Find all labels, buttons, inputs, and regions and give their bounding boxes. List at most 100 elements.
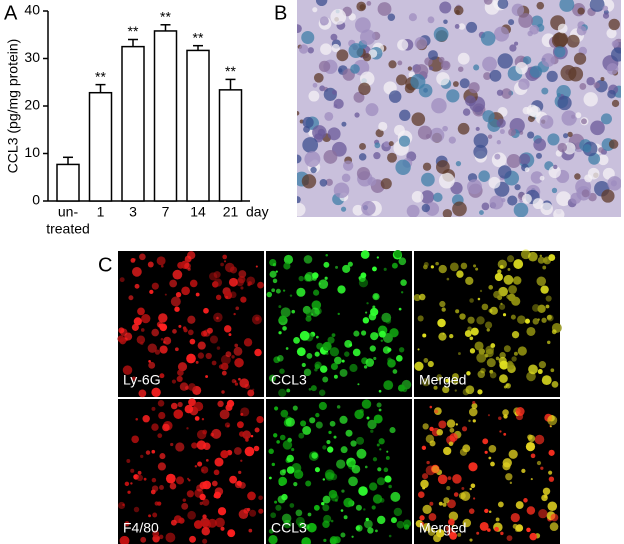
cell-dot <box>272 263 277 267</box>
texture-dot <box>568 66 584 82</box>
cell-dot <box>373 356 377 361</box>
cell-dot <box>173 409 184 419</box>
cell-dot <box>272 278 278 284</box>
cell-dot <box>448 441 454 447</box>
cell-dot <box>497 501 504 508</box>
cell-dot <box>160 337 164 341</box>
cell-dot <box>349 363 358 373</box>
texture-dot <box>359 142 366 150</box>
texture-dot <box>323 149 338 164</box>
cell-dot <box>415 519 424 528</box>
cell-dot <box>119 535 130 544</box>
cell-dot <box>503 432 507 436</box>
cell-dot <box>419 515 425 521</box>
cell-dot <box>466 371 471 376</box>
cell-dot <box>517 346 527 356</box>
cell-dot <box>547 415 558 426</box>
cell-dot <box>462 518 472 528</box>
cell-dot <box>187 510 196 520</box>
texture-dot <box>563 133 569 139</box>
cell-dot <box>220 262 224 267</box>
cell-dot <box>537 369 543 375</box>
texture-dot <box>539 175 545 181</box>
cell-dot <box>538 509 548 519</box>
texture-dot <box>590 120 605 136</box>
cell-dot <box>488 445 497 453</box>
cell-dot <box>427 360 434 368</box>
cell-dot <box>453 379 459 385</box>
texture-dot <box>383 141 390 148</box>
texture-dot <box>380 178 392 190</box>
cell-dot <box>470 483 476 489</box>
cell-dot <box>140 536 147 543</box>
cell-dot <box>376 256 379 259</box>
cell-dot <box>438 264 447 274</box>
cell-dot <box>512 276 522 285</box>
cell-dot <box>214 457 224 467</box>
cell-dot <box>358 486 368 496</box>
cell-dot <box>187 315 196 324</box>
cell-dot <box>224 422 231 428</box>
cell-dot <box>488 510 492 513</box>
cell-dot <box>369 482 378 491</box>
cell-dot <box>300 420 307 427</box>
cell-dot <box>172 329 177 334</box>
cell-dot <box>201 526 211 536</box>
cell-dot <box>422 333 427 338</box>
cell-dot <box>422 504 432 515</box>
cell-dot <box>298 432 305 439</box>
texture-dot <box>341 121 347 127</box>
texture-dot <box>601 189 615 203</box>
cell-dot <box>187 329 194 336</box>
bar <box>153 30 178 202</box>
cell-dot <box>356 448 367 459</box>
cell-dot <box>269 476 272 480</box>
cell-dot <box>154 501 159 506</box>
cell-dot <box>325 351 329 356</box>
cell-dot <box>499 430 502 433</box>
cell-dot <box>422 523 431 532</box>
cell-dot <box>203 307 209 314</box>
cell-dot <box>215 517 225 528</box>
cell-dot <box>545 295 552 302</box>
cell-dot <box>227 530 233 537</box>
texture-dot <box>577 7 585 15</box>
texture-dot <box>454 24 460 29</box>
cell-dot <box>280 307 291 318</box>
cell-dot <box>350 460 356 465</box>
cell-dot <box>370 332 379 341</box>
cell-dot <box>340 509 344 512</box>
texture-dot <box>487 134 493 139</box>
cell-dot <box>551 329 557 335</box>
texture-dot <box>584 174 593 183</box>
cell-dot <box>201 469 205 472</box>
texture-dot <box>553 208 565 217</box>
cell-dot <box>275 504 282 511</box>
texture-dot <box>602 5 609 12</box>
texture-dot <box>459 78 470 89</box>
texture-dot <box>593 82 600 89</box>
cell-dot <box>182 498 187 502</box>
cell-dot <box>479 521 489 531</box>
texture-dot <box>358 82 371 96</box>
texture-dot <box>509 44 517 52</box>
cell-dot <box>390 491 401 502</box>
cell-dot <box>382 346 391 354</box>
cell-dot <box>459 448 468 456</box>
cell-dot <box>141 313 151 324</box>
texture-dot <box>438 172 455 189</box>
cell-dot <box>159 453 166 460</box>
cell-dot <box>186 353 196 364</box>
texture-dot <box>508 19 515 26</box>
cell-dot <box>422 446 426 450</box>
cell-dot <box>240 296 247 303</box>
cell-dot <box>158 411 166 420</box>
cell-dot <box>341 359 345 363</box>
cell-dot <box>361 399 372 409</box>
cell-dot <box>479 289 483 293</box>
cell-dot <box>340 532 346 538</box>
cell-dot <box>488 285 494 290</box>
cell-dot <box>256 415 264 424</box>
cell-dot <box>548 476 555 482</box>
texture-dot <box>541 53 556 67</box>
